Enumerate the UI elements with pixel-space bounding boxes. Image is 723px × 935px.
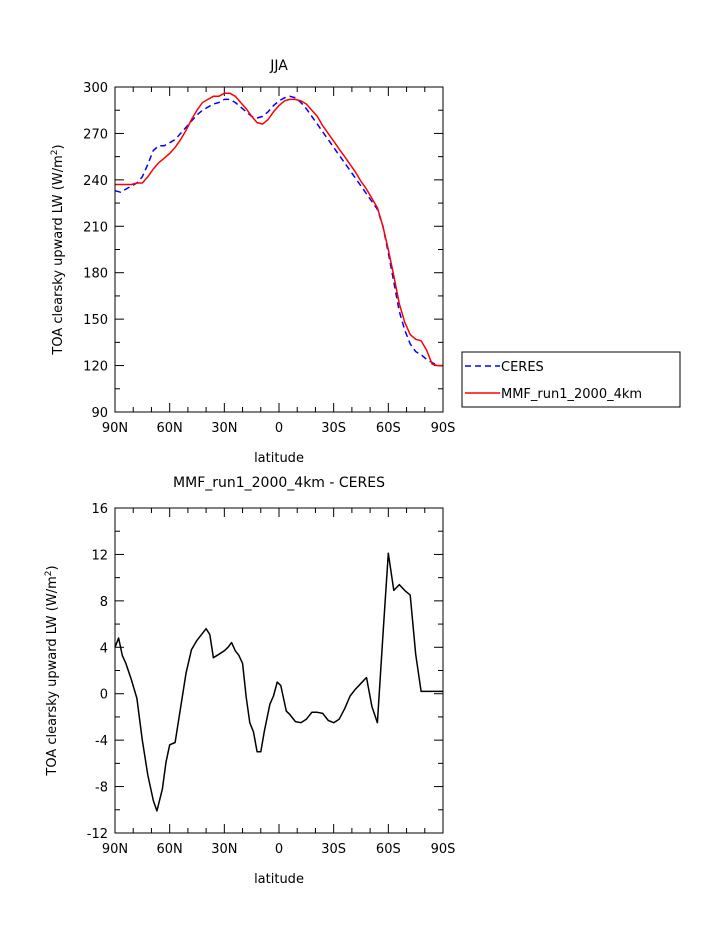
bottom-xtick-label: 90S	[431, 842, 456, 857]
bottom-y-axis-label-end: )	[45, 565, 60, 570]
legend: CERES MMF_run1_2000_4km	[461, 351, 681, 408]
top-series-lines	[114, 92, 443, 367]
top-x-axis-label: latitude	[254, 451, 304, 466]
legend-label-ceres: CERES	[501, 360, 544, 375]
top-y-axis-label-main: TOA clearsky upward LW (W/m	[51, 155, 66, 355]
top-y-axis-label-end: )	[51, 144, 66, 149]
bottom-series-line-0	[114, 552, 443, 812]
top-ytick-label: 300	[83, 81, 108, 96]
bottom-plot-frame	[114, 507, 444, 834]
top-ytick-label: 240	[83, 174, 108, 189]
bottom-ytick-label: 12	[91, 548, 108, 563]
top-xtick-label: 60N	[157, 421, 183, 436]
legend-label-mmf: MMF_run1_2000_4km	[501, 387, 642, 402]
top-ytick-label: 120	[83, 360, 108, 375]
bottom-y-axis-label-main: TOA clearsky upward LW (W/m	[45, 576, 60, 776]
top-y-axis-label: TOA clearsky upward LW (W/m2)	[50, 144, 66, 355]
top-xtick-label: 90N	[102, 421, 128, 436]
bottom-xtick-label: 60S	[376, 842, 401, 857]
bottom-xtick-label: 30S	[321, 842, 346, 857]
top-xtick-label: 60S	[376, 421, 401, 436]
top-ytick-label: 210	[83, 220, 108, 235]
top-xtick-label: 30S	[321, 421, 346, 436]
bottom-xtick-label: 90N	[102, 842, 128, 857]
bottom-ytick-label: 4	[100, 641, 108, 656]
bottom-ytick-label: 16	[91, 502, 108, 517]
top-xtick-label: 0	[275, 421, 283, 436]
bottom-xtick-label: 60N	[157, 842, 183, 857]
legend-box	[461, 351, 681, 408]
top-y-axis-label-sup: 2	[50, 150, 60, 156]
bottom-series-lines	[114, 552, 443, 812]
bottom-ytick-label: 0	[100, 688, 108, 703]
bottom-ytick-label: -12	[87, 827, 108, 842]
top-series-line-0	[114, 95, 443, 367]
top-series-line-1	[115, 92, 443, 367]
bottom-xtick-label: 30N	[211, 842, 237, 857]
top-ytick-label: 270	[83, 127, 108, 142]
top-ytick-label: 180	[83, 267, 108, 282]
bottom-ytick-label: -8	[95, 781, 108, 796]
panel-jja: JJA 90N 60N 30N 0 30S 60S 90S 90 120 150 180 210 240…	[50, 58, 681, 466]
top-xtick-label: 30N	[211, 421, 237, 436]
bottom-tick-labels: 90N 60N 30N 0 30S 60S 90S -12 -8 -4 0 4 8 12 16	[87, 502, 456, 857]
top-tick-labels: 90N 60N 30N 0 30S 60S 90S 90 120 150 180 210 240 270 3…	[83, 81, 455, 436]
chart-title-difference: MMF_run1_2000_4km - CERES	[173, 475, 385, 491]
bottom-x-axis-label: latitude	[254, 872, 304, 887]
top-plot-frame	[114, 86, 444, 413]
top-ytick-label: 150	[83, 313, 108, 328]
bottom-ytick-label: 8	[100, 595, 108, 610]
bottom-y-axis-label: TOA clearsky upward LW (W/m2)	[44, 565, 60, 776]
top-xtick-label: 90S	[431, 421, 456, 436]
bottom-xtick-label: 0	[275, 842, 283, 857]
chart-title: JJA	[269, 58, 288, 74]
bottom-ytick-label: -4	[95, 734, 108, 749]
bottom-y-axis-label-sup: 2	[44, 571, 54, 577]
panel-difference: MMF_run1_2000_4km - CERES 90N 60N 30N 0 30S 6…	[44, 475, 455, 887]
top-ytick-label: 90	[91, 406, 108, 421]
